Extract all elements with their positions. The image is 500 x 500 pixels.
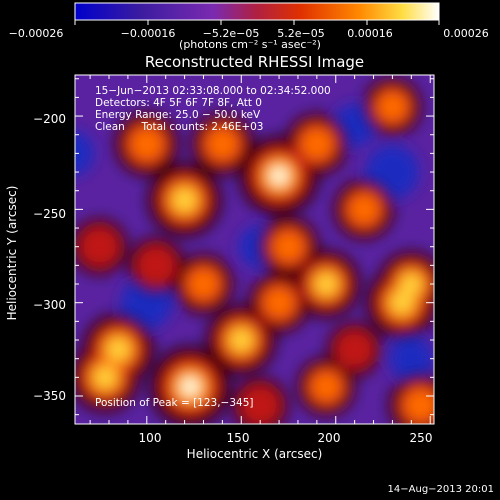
colorbar-tick: −0.00016 [120,27,176,40]
colorbar-tick: 5.2e−05 [277,27,325,40]
x-axis-label: Heliocentric X (arcsec) [186,447,323,461]
trough-blob [389,336,434,381]
heat-blob-core [271,168,287,184]
colorbar-tick: −5.2e−05 [202,27,260,40]
colorbar-tick: −0.00026 [8,27,64,40]
heat-blob-inner [106,337,131,362]
annotation-clean-counts: Clean Total counts: 2.46E+03 [95,121,264,133]
y-tick-label: −300 [33,298,66,312]
heat-blob-mid [300,127,333,161]
x-tick-label: 150 [226,431,250,445]
heat-blob-inner [93,365,117,389]
heat-blob-outer [334,329,375,370]
heat-blob-inner [315,272,338,296]
heat-blob-outer [135,244,178,287]
heat-blob-mid [263,287,295,319]
heat-blob-inner [389,290,414,315]
y-tick-label: −350 [33,389,66,403]
heat-blob-core [182,379,198,395]
x-tick-label: 250 [409,431,433,445]
colorbar-unit: (photons cm⁻² s⁻¹ asec⁻²) [179,38,321,51]
colorbar-tick: 0.00016 [347,27,393,40]
y-tick-label: −200 [33,112,66,126]
heat-blob-mid [348,193,380,225]
x-tick-label: 100 [138,431,162,445]
timestamp: 14−Aug−2013 20:01 [387,484,494,495]
heat-blob-mid [206,127,239,161]
colorbar [74,2,440,25]
colorbar-tick: 0.00026 [443,27,489,40]
heat-blob-inner [172,187,197,213]
heat-blob-mid [130,127,164,161]
chart-title: Reconstructed RHESSI Image [144,53,365,71]
heat-blob-outer [78,225,121,268]
heat-blob-mid [311,371,342,402]
x-tick-label: 200 [317,431,341,445]
annotation-energy-range: Energy Range: 25.0 − 50.0 keV [95,109,261,121]
heat-blob-mid [377,91,408,122]
annotation-time-range: 15−Jun−2013 02:33:08.000 to 02:34:52.000 [95,85,331,97]
y-tick-label: −250 [33,207,66,221]
heat-blob-outer [239,384,282,424]
heat-blob-inner [229,328,253,352]
heat-blob-mid [272,231,305,263]
y-axis-label: Heliocentric Y (arcsec) [5,185,19,321]
plot-frame [74,74,435,425]
heat-blob-mid [187,268,220,300]
trough-blob [75,130,95,177]
annotation-peak-position: Position of Peak = [123,−345] [95,397,254,409]
heat-blob-inner [400,273,423,296]
heat-blob-mid [404,388,434,422]
annotation-detectors: Detectors: 4F 5F 6F 7F 8F, Att 0 [95,97,262,109]
colorbar-gradient [74,2,440,21]
